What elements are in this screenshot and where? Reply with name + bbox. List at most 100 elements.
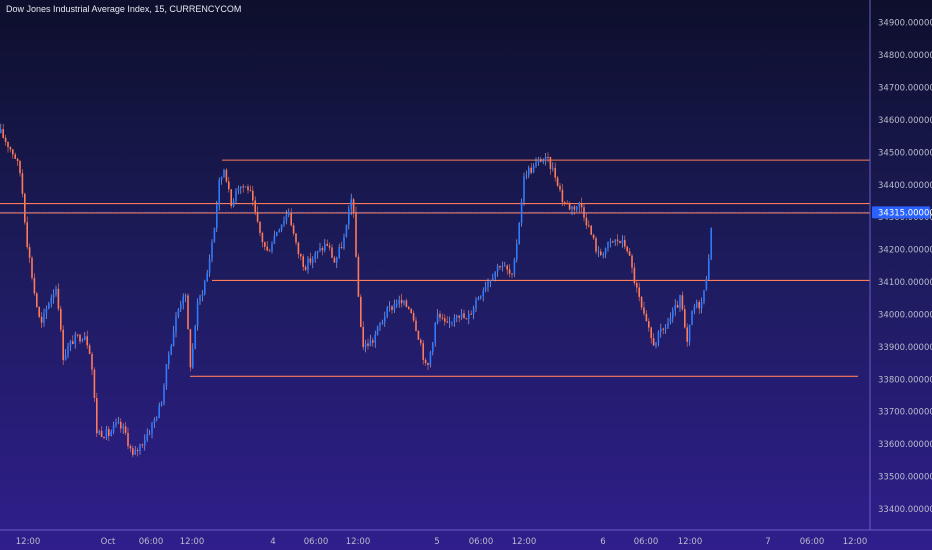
candle-body (600, 251, 602, 255)
candle-body (612, 241, 614, 243)
candle-body (429, 351, 432, 365)
candle-body (192, 348, 194, 368)
candle-body (456, 315, 458, 318)
candle-body (552, 167, 554, 169)
candle-body (12, 149, 14, 155)
candle-body (48, 303, 50, 309)
horizontal-levels (0, 159, 870, 377)
candle-body (535, 162, 537, 167)
candle-body (511, 273, 513, 275)
candle-body (72, 341, 74, 345)
candle-body (501, 266, 504, 268)
candle-body (662, 328, 664, 330)
candle-body (182, 296, 184, 305)
candle-body (436, 313, 439, 323)
candle-body (679, 295, 681, 308)
candle-body (254, 200, 256, 213)
candle-body (240, 186, 242, 189)
candle-body (36, 293, 38, 307)
candle-body (326, 243, 328, 246)
candle-body (585, 217, 588, 226)
candle-body (708, 258, 710, 280)
candle-body (398, 299, 400, 304)
candle-body (664, 327, 667, 329)
time-tick-label: 5 (434, 537, 439, 547)
time-tick-label: Oct (101, 537, 116, 547)
price-tick-label: 34700.00000000 (878, 84, 932, 94)
candle-body (26, 222, 28, 248)
time-axis[interactable]: 12:00 Oct 06:00 12:00 4 06:00 12:00 5 06:00 12:00… (16, 537, 868, 547)
candle-body (482, 290, 484, 296)
candle-body (184, 295, 187, 297)
candle-body (453, 317, 456, 322)
candle-body (657, 331, 660, 343)
candle-body (458, 315, 460, 318)
candle-body (352, 199, 355, 213)
candle-body (705, 279, 708, 291)
candle-body (244, 186, 247, 188)
candle-body (451, 321, 453, 323)
candle-body (576, 206, 578, 210)
candle-body (494, 271, 496, 279)
candle-body (21, 173, 24, 194)
candle-body (472, 307, 475, 315)
candle-body (19, 161, 21, 174)
candle-body (487, 281, 489, 288)
last-price-tag: 34315.00000000 (872, 206, 932, 219)
candle-body (523, 176, 525, 202)
candle-body (33, 277, 36, 294)
candle-body (276, 232, 278, 236)
time-tick-label: 06:00 (469, 537, 494, 547)
candle-body (393, 303, 396, 310)
candle-body (621, 239, 624, 244)
candle-body (362, 327, 364, 348)
candle-body (348, 209, 350, 225)
candle-body (571, 206, 573, 210)
candle-body (88, 345, 91, 354)
candle-body (247, 186, 249, 191)
candle-body (588, 225, 590, 227)
candle-body (636, 283, 638, 288)
candle-body (175, 316, 177, 332)
price-tick-label: 33900.00000000 (878, 343, 932, 353)
candle-body (50, 298, 52, 304)
candle-body (691, 311, 693, 325)
candle-body (549, 157, 552, 169)
price-axis[interactable]: 34900.00000000 34800.00000000 34700.000000… (878, 19, 932, 515)
candle-body (592, 234, 595, 239)
candle-body (432, 342, 434, 352)
time-tick-label: 06:00 (304, 537, 329, 547)
candle-body (607, 241, 609, 249)
candle-body (40, 316, 43, 323)
candle-body (379, 323, 381, 327)
candle-body (333, 257, 336, 263)
candle-body (412, 313, 415, 321)
candle-body (268, 250, 271, 252)
candle-body (566, 203, 568, 205)
candle-body (316, 250, 319, 254)
candle-body (187, 295, 189, 330)
candle-body (674, 304, 676, 311)
candle-body (672, 310, 674, 318)
candle-body (655, 342, 657, 346)
candle-body (489, 280, 492, 282)
price-tick-label: 34000.00000000 (878, 310, 932, 320)
candle-body (120, 421, 122, 429)
candle-body (554, 167, 556, 178)
candle-body (141, 444, 144, 446)
price-tick-label: 34900.00000000 (878, 19, 932, 29)
candle-body (561, 189, 564, 203)
candle-body (199, 296, 201, 302)
candle-body (211, 242, 213, 259)
candle-body (252, 190, 254, 201)
candle-body (129, 446, 132, 449)
candle-body (350, 199, 352, 210)
time-tick-label: 06:00 (800, 537, 825, 547)
candle-body (160, 403, 163, 406)
candle-body (280, 224, 283, 231)
candle-body (124, 426, 127, 433)
candle-body (278, 230, 280, 233)
candle-body (204, 281, 206, 294)
candle-body (403, 300, 405, 304)
